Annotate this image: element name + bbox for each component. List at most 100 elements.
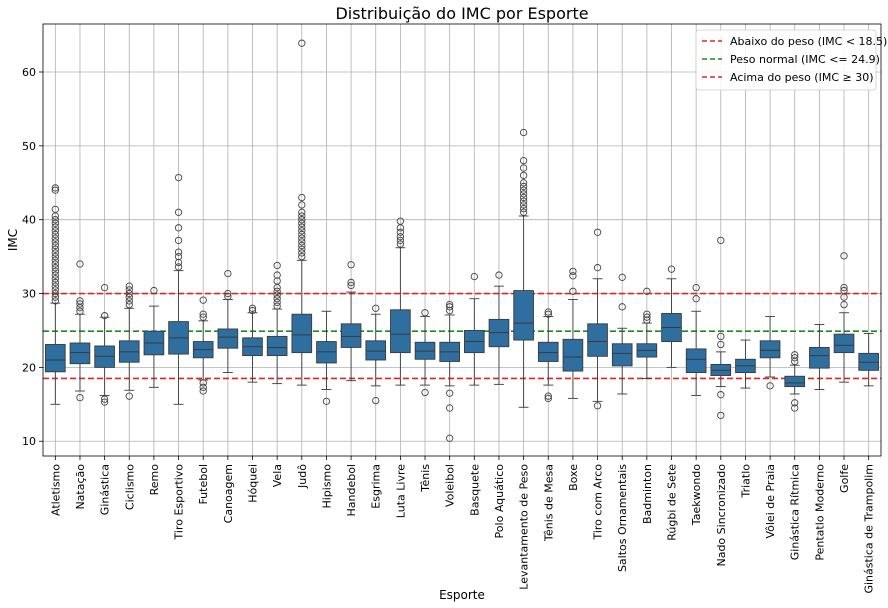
box-iqr [340, 323, 362, 348]
outlier-point [51, 289, 59, 298]
box-iqr [217, 328, 239, 349]
y-tick-label: 50 [22, 140, 36, 153]
outlier-point [76, 307, 84, 315]
outlier-point [298, 245, 306, 253]
outlier-point [519, 164, 528, 172]
x-tick-label: Canoagem [222, 464, 235, 523]
outlier-point [519, 186, 528, 194]
outlier-point [717, 332, 725, 341]
x-tick-label: Taekwondo [690, 464, 703, 526]
box-iqr [833, 333, 855, 354]
x-tick-label: Basquete [468, 464, 481, 516]
chart-title: Distribuição do IMC por Esporte [335, 4, 588, 23]
outlier-point [51, 275, 59, 283]
x-tick-label: Vela [271, 464, 284, 487]
outlier-point [298, 238, 306, 246]
x-tick-label: Handebol [345, 464, 358, 517]
outlier-point [519, 204, 528, 213]
outlier-point [717, 340, 725, 349]
outlier-point [519, 201, 528, 209]
outlier-point [248, 304, 257, 312]
outlier-point [544, 394, 552, 403]
outlier-point [446, 389, 454, 397]
box-28 [710, 236, 732, 420]
box-18 [464, 272, 485, 386]
outlier-point [174, 236, 183, 245]
x-tick-label: Tiro com Arco [592, 464, 605, 541]
outlier-point [125, 297, 133, 305]
outlier-point [396, 228, 405, 236]
outlier-point [446, 434, 454, 442]
outlier-point [298, 39, 306, 47]
outlier-point [199, 379, 207, 387]
box-iqr [562, 338, 584, 372]
outlier-point [298, 252, 306, 261]
x-tick-label: Luta Livre [394, 464, 407, 518]
x-tick-label: Tênis de Mesa [542, 464, 555, 542]
y-axis-label: IMC [6, 229, 20, 251]
outlier-point [51, 249, 59, 257]
box-22 [562, 267, 584, 399]
box-21 [537, 308, 559, 403]
outlier-point [174, 208, 183, 216]
outlier-point [76, 260, 84, 268]
outlier-point [840, 252, 848, 260]
plot-frame [42, 23, 882, 457]
box-29 [735, 339, 756, 389]
outlier-point [298, 230, 306, 239]
outlier-point [273, 271, 281, 279]
outlier-point [519, 128, 528, 137]
outlier-point [495, 271, 503, 279]
outlier-point [298, 249, 306, 257]
outlier-point [396, 236, 405, 245]
outlier-point [643, 287, 651, 295]
outlier-point [643, 310, 651, 318]
outlier-point [224, 292, 232, 301]
x-tick-label: Futebol [197, 464, 210, 505]
x-axis-ticks: Atletismo Natação Ginástica Ciclismo Remo Tir… [49, 456, 876, 594]
box-30 [759, 315, 781, 390]
outlier-point [273, 261, 281, 270]
box-1 [45, 184, 66, 405]
box-17 [439, 300, 460, 442]
x-tick-label: Esgrima [370, 464, 383, 509]
outlier-point [248, 306, 257, 315]
outlier-point [692, 295, 700, 303]
outlier-point [347, 278, 355, 287]
outlier-point [396, 217, 405, 225]
legend-label-normal: Peso normal (IMC <= 24.9) [730, 53, 880, 66]
box-31 [784, 351, 806, 412]
outlier-point [51, 260, 59, 268]
x-tick-label: Remo [148, 464, 161, 496]
box-5 [143, 286, 165, 388]
outlier-point [51, 256, 59, 264]
outlier-point [840, 286, 848, 295]
outlier-point [273, 295, 281, 303]
outlier-point [199, 310, 207, 318]
outlier-point [51, 216, 59, 224]
outlier-point [224, 289, 232, 298]
outlier-point [840, 300, 848, 309]
outlier-point [519, 193, 528, 202]
box-iqr [759, 340, 781, 359]
outlier-point [643, 316, 651, 324]
outlier-point [100, 283, 109, 292]
outlier-point [470, 272, 478, 281]
outlier-point [347, 261, 355, 269]
outlier-point [174, 263, 183, 271]
legend: Abaixo do peso (IMC < 18.5) Peso normal … [695, 29, 887, 91]
outlier-point [51, 223, 59, 231]
outlier-point [298, 208, 306, 216]
outlier-point [51, 186, 59, 194]
outlier-point [76, 297, 84, 305]
box-iqr [685, 348, 707, 374]
outlier-point [51, 219, 59, 228]
box-iqr [587, 323, 608, 357]
outlier-point [446, 306, 454, 315]
box-iqr [69, 342, 91, 365]
outlier-point [791, 404, 799, 412]
outlier-point [717, 236, 725, 245]
outlier-point [347, 281, 355, 290]
outlier-point [519, 190, 528, 198]
